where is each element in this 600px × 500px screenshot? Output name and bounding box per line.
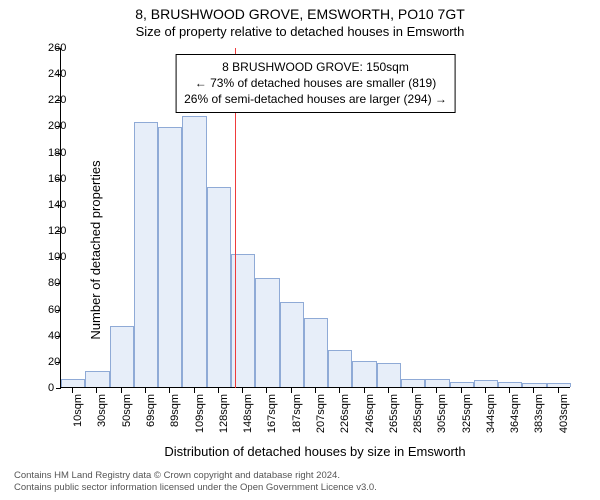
x-tick-label: 364sqm [509, 394, 521, 433]
bar [85, 371, 109, 387]
bar [134, 122, 158, 387]
x-tick: 226sqm [327, 388, 351, 448]
annotation-line-3: 26% of semi-detached houses are larger (… [184, 91, 447, 107]
x-tick-label: 148sqm [242, 394, 254, 433]
x-tick-label: 403sqm [558, 394, 570, 433]
x-tick: 325sqm [449, 388, 473, 448]
x-tick: 89sqm [157, 388, 181, 448]
y-tick-label: 60 [48, 304, 52, 316]
bar [61, 379, 85, 387]
y-tick-label: 260 [48, 42, 52, 54]
y-tick-label: 200 [48, 120, 52, 132]
bar [158, 127, 182, 387]
x-tick: 265sqm [376, 388, 400, 448]
footnote-2: Contains public sector information licen… [14, 482, 377, 494]
x-tick-label: 167sqm [266, 394, 278, 433]
x-tick-label: 89sqm [169, 394, 181, 427]
x-tick-label: 10sqm [72, 394, 84, 427]
bar [182, 116, 206, 387]
y-tick-label: 20 [48, 356, 52, 368]
annotation-box: 8 BRUSHWOOD GROVE: 150sqm ← 73% of detac… [175, 54, 456, 113]
x-tick-label: 128sqm [218, 394, 230, 433]
y-tick-label: 240 [48, 68, 52, 80]
plot-area: 8 BRUSHWOOD GROVE: 150sqm ← 73% of detac… [60, 48, 570, 388]
x-axis-label: Distribution of detached houses by size … [60, 444, 570, 459]
x-tick-label: 325sqm [461, 394, 473, 433]
x-tick-label: 69sqm [145, 394, 157, 427]
x-tick: 50sqm [109, 388, 133, 448]
chart-container: 8, BRUSHWOOD GROVE, EMSWORTH, PO10 7GT S… [0, 0, 600, 500]
x-tick-label: 207sqm [315, 394, 327, 433]
x-tick: 167sqm [254, 388, 278, 448]
x-tick: 403sqm [546, 388, 570, 448]
x-tick-label: 285sqm [412, 394, 424, 433]
x-tick-label: 305sqm [436, 394, 448, 433]
x-tick: 246sqm [351, 388, 375, 448]
x-tick: 69sqm [133, 388, 157, 448]
y-tick-label: 220 [48, 94, 52, 106]
x-tick: 10sqm [60, 388, 84, 448]
bar [110, 326, 134, 387]
bar [255, 278, 279, 387]
footnote-1: Contains HM Land Registry data © Crown c… [14, 470, 377, 482]
bar [498, 382, 522, 387]
x-tick: 344sqm [473, 388, 497, 448]
bar [547, 383, 571, 387]
bar [474, 380, 498, 387]
y-tick-label: 120 [48, 225, 52, 237]
x-tick-label: 30sqm [96, 394, 108, 427]
bar [377, 363, 401, 387]
bar [522, 383, 546, 387]
chart-title: 8, BRUSHWOOD GROVE, EMSWORTH, PO10 7GT [0, 0, 600, 22]
x-tick: 187sqm [279, 388, 303, 448]
x-tick-label: 344sqm [485, 394, 497, 433]
x-tick: 285sqm [400, 388, 424, 448]
y-tick-label: 40 [48, 330, 52, 342]
x-tick: 128sqm [206, 388, 230, 448]
y-tick-label: 0 [48, 382, 52, 394]
x-tick-label: 226sqm [339, 394, 351, 433]
chart-area: 8 BRUSHWOOD GROVE: 150sqm ← 73% of detac… [60, 48, 570, 388]
x-tick: 30sqm [84, 388, 108, 448]
x-ticks: 10sqm 30sqm 50sqm 69sqm 89sqm 109sqm 128sqm 148… [60, 388, 570, 448]
x-tick: 148sqm [230, 388, 254, 448]
annotation-line-2: ← 73% of detached houses are smaller (81… [184, 75, 447, 91]
bar [328, 350, 352, 387]
chart-subtitle: Size of property relative to detached ho… [0, 22, 600, 39]
x-tick-label: 187sqm [291, 394, 303, 433]
footnotes: Contains HM Land Registry data © Crown c… [14, 470, 377, 494]
y-tick-label: 140 [48, 199, 52, 211]
bar [450, 382, 474, 387]
x-tick-label: 109sqm [194, 394, 206, 433]
bar [425, 379, 449, 387]
x-tick: 383sqm [521, 388, 545, 448]
x-tick: 364sqm [497, 388, 521, 448]
bar [401, 379, 425, 387]
x-tick: 109sqm [181, 388, 205, 448]
y-tick-label: 180 [48, 147, 52, 159]
y-tick-label: 80 [48, 277, 52, 289]
x-tick: 305sqm [424, 388, 448, 448]
annotation-line-1: 8 BRUSHWOOD GROVE: 150sqm [184, 59, 447, 75]
bar [280, 302, 304, 387]
bar [304, 318, 328, 387]
y-tick-label: 160 [48, 173, 52, 185]
y-tick-label: 100 [48, 251, 52, 263]
x-tick-label: 50sqm [121, 394, 133, 427]
x-tick-label: 246sqm [364, 394, 376, 433]
x-tick: 207sqm [303, 388, 327, 448]
x-tick-label: 383sqm [533, 394, 545, 433]
x-tick-label: 265sqm [388, 394, 400, 433]
bar [352, 361, 376, 387]
bar [207, 187, 231, 387]
